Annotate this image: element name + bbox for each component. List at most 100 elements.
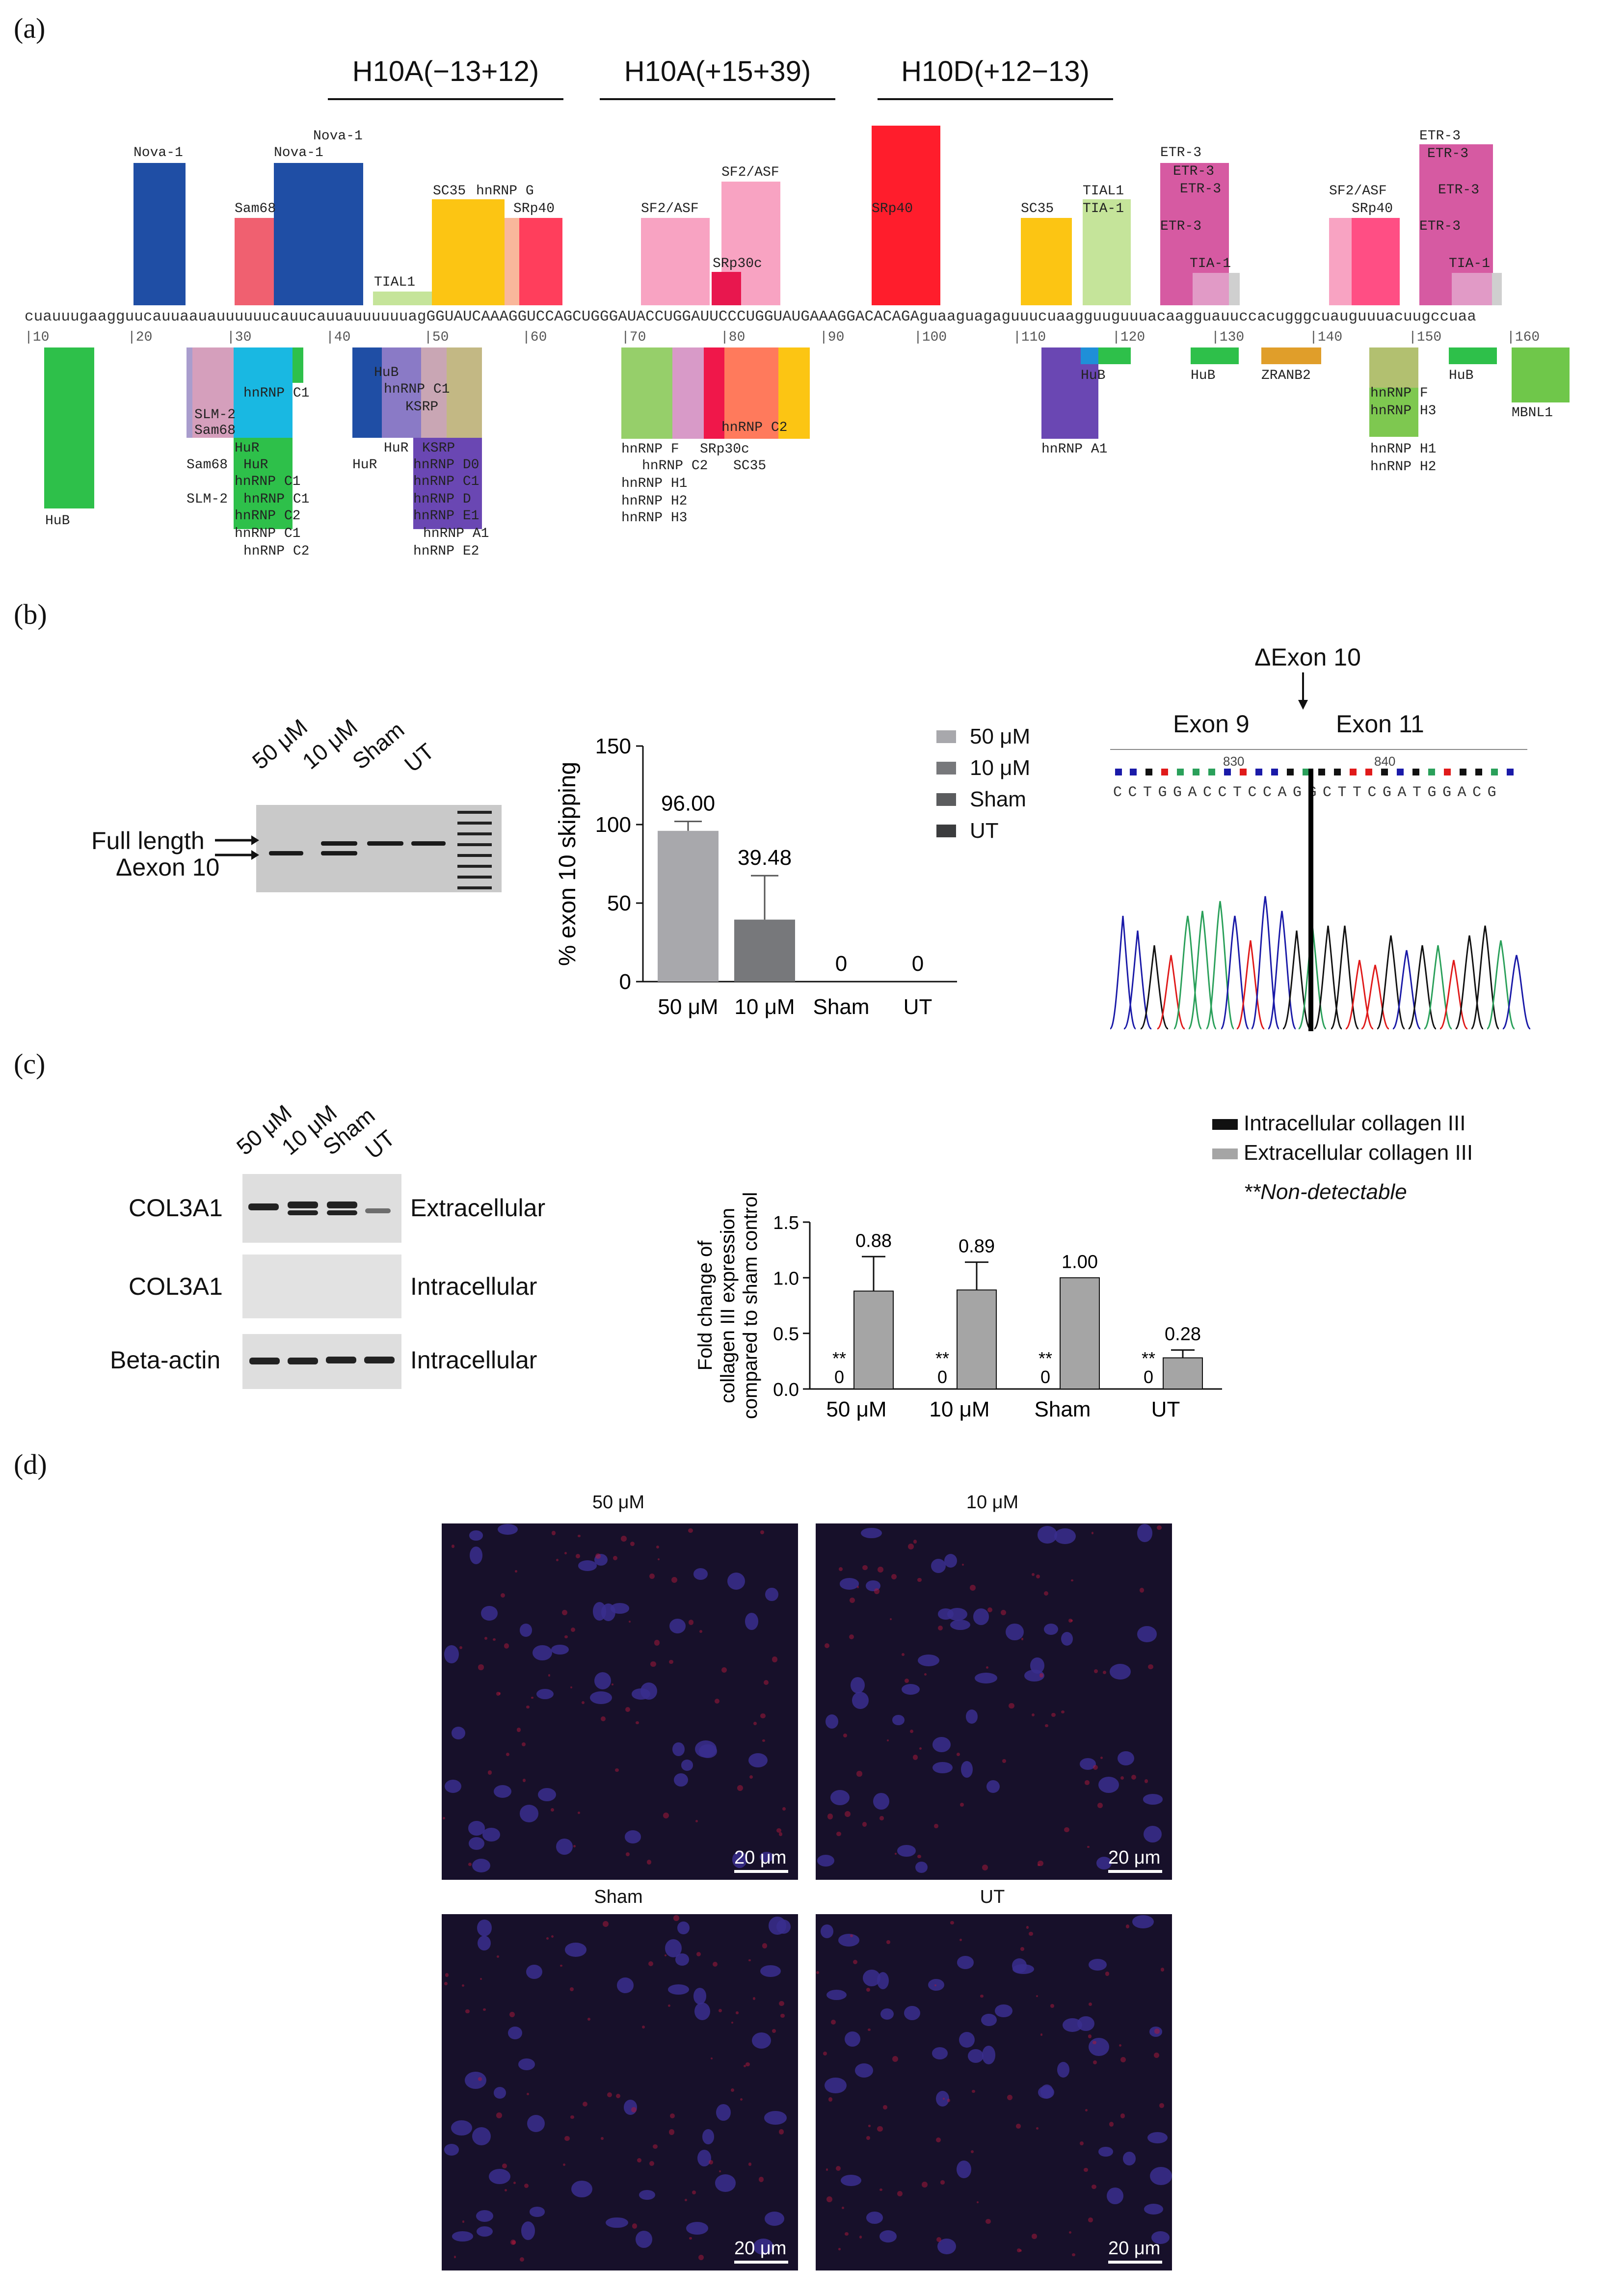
nucleus — [526, 1964, 543, 1979]
collagen-signal — [919, 1747, 922, 1750]
label-srp40c: SRp40 — [1352, 201, 1393, 216]
label-tia1b: TIA-1 — [1190, 256, 1231, 271]
collagen-signal — [461, 1984, 465, 1987]
nucleus — [973, 1608, 989, 1625]
collagen-signal — [712, 1961, 718, 1967]
exon10-skipping-chart: 0 50 100 150 % exon 10 skipping 96.00 50 μM 39.… — [555, 734, 957, 1019]
collagen-signal — [904, 1678, 909, 1683]
collagen-signal — [1071, 1579, 1074, 1582]
collagen-signal — [462, 2220, 465, 2223]
collagen-signal — [511, 2241, 516, 2245]
nucleus — [765, 1587, 779, 1602]
collagen-signal — [522, 1742, 526, 1746]
collagen-signal — [758, 2176, 764, 2182]
y-tick-label: 1.5 — [773, 1213, 799, 1233]
label-hnrnpc1c: hnRNP C1 — [243, 492, 310, 507]
nucleus — [982, 2045, 996, 2064]
collagen-signal — [1085, 1780, 1090, 1785]
collagen-signal — [615, 1768, 619, 1772]
nucleus — [826, 1989, 847, 2001]
nucleus — [995, 2004, 1012, 2018]
nucleus — [764, 2111, 787, 2125]
legend-swatch — [1212, 1119, 1238, 1130]
box-nova1a — [133, 163, 186, 305]
collagen-signal — [692, 2190, 696, 2195]
collagen-signal — [1144, 1779, 1148, 1783]
label-ksrp1: KSRP — [405, 400, 439, 415]
nucleus — [851, 1677, 865, 1693]
collagen-signal — [1119, 2044, 1122, 2047]
box-srp30c — [712, 272, 741, 305]
x-tick-label: 10 μM — [929, 1397, 989, 1421]
collagen-signal — [1031, 1573, 1035, 1576]
collagen-signal — [719, 2170, 721, 2173]
nucleus — [1006, 1623, 1024, 1641]
label-hnrnpf: hnRNP F — [621, 442, 679, 457]
collagen-signal — [483, 2008, 486, 2011]
scalebar-label: 20 μm — [1108, 1847, 1161, 1868]
nucleus — [981, 2013, 997, 2026]
collagen-signal — [961, 1563, 964, 1566]
collagen-signal — [971, 2150, 974, 2154]
nucleus — [497, 1523, 518, 1535]
legend-label: Extracellular collagen III — [1244, 1141, 1473, 1165]
box-hnrnpc1e — [382, 347, 421, 438]
label-nova1a: Nova-1 — [133, 145, 183, 160]
collagen-signal — [648, 1961, 654, 1966]
ruler-50: |50 — [424, 330, 449, 345]
wb-band — [364, 1357, 395, 1363]
box-sc35b — [1021, 218, 1072, 305]
x-tick-label: 50 μM — [658, 995, 718, 1019]
collagen-signal — [649, 2161, 655, 2166]
collagen-signal — [938, 1626, 943, 1631]
collagen-signal — [673, 1915, 679, 1921]
nucleus — [694, 1740, 717, 1758]
collagen-signal — [1157, 1525, 1162, 1530]
nucleus — [1096, 1857, 1112, 1869]
label-sam68a: Sam68 — [194, 423, 236, 438]
collagen-signal — [980, 1994, 984, 1998]
nucleus — [879, 2230, 897, 2243]
nucleus — [880, 2008, 894, 2020]
collagen-signal — [862, 1565, 868, 1571]
collagen-signal — [718, 2009, 722, 2013]
wb-band — [248, 1203, 279, 1210]
y-tick-label: 150 — [595, 734, 631, 758]
label-sam68: Sam68 — [235, 201, 276, 216]
wb-strip-beta-actin — [242, 1334, 401, 1389]
collagen-signal — [479, 1977, 482, 1980]
collagen-signal — [910, 1729, 914, 1733]
nucleus — [476, 2210, 494, 2222]
collagen-signal — [891, 1574, 897, 1580]
nucleus — [468, 1837, 484, 1850]
collagen-signal — [850, 1934, 853, 1938]
collagen-signal — [936, 2237, 941, 2243]
nucleus — [753, 2238, 774, 2255]
chromatogram-pos-840: 840 — [1374, 754, 1396, 769]
collagen-signal — [582, 2101, 587, 2107]
nucleus — [892, 1715, 905, 1725]
gel-lane-label: 50 μM — [247, 714, 313, 774]
wb-row-right: Intracellular — [410, 1273, 537, 1300]
collagen-signal — [868, 2125, 871, 2127]
nucleus — [529, 2207, 545, 2217]
ruler-140: |140 — [1309, 330, 1343, 345]
collagen-signal — [1085, 2109, 1088, 2111]
value-label: 0 — [1144, 1367, 1153, 1387]
bar-extracellular — [853, 1290, 894, 1389]
collagen-signal — [956, 1752, 960, 1756]
collagen-signal — [556, 1559, 559, 1562]
collagen-signal — [631, 2107, 637, 2113]
collagen-signal — [856, 1771, 862, 1777]
box-hub1 — [44, 347, 94, 508]
collagen-signal — [879, 2188, 882, 2191]
nucleus — [957, 2160, 971, 2179]
collagen-signal — [637, 2158, 642, 2163]
collagen-signal — [1039, 1673, 1044, 1678]
label-etr3a: ETR-3 — [1160, 145, 1202, 160]
collagen-signal — [1021, 1637, 1024, 1640]
collagen-signal — [611, 1683, 613, 1685]
ao-title-3: H10D(+12−13) — [901, 55, 1090, 87]
collagen-signal — [698, 2254, 704, 2261]
collagen-signal — [688, 1528, 693, 1533]
